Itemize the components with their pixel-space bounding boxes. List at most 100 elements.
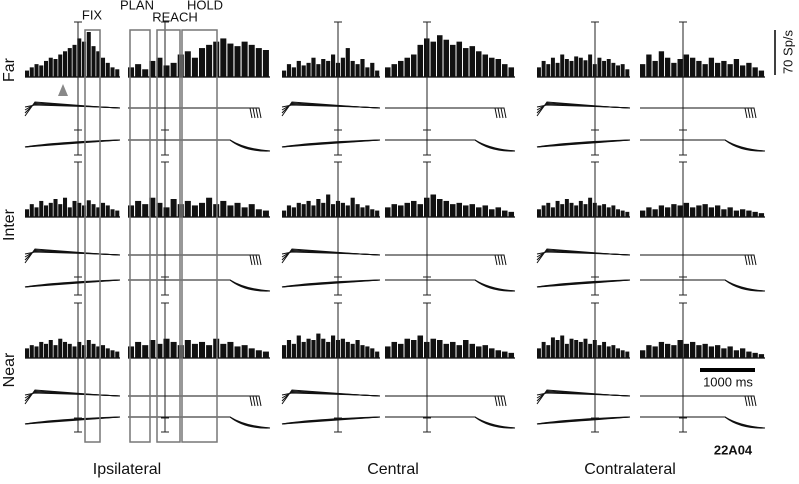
hist-bar bbox=[306, 338, 311, 358]
hist-bar bbox=[702, 64, 708, 77]
hist-bar bbox=[721, 60, 727, 77]
hist-bar bbox=[721, 209, 727, 217]
hist-bar bbox=[34, 64, 39, 77]
hist-bar bbox=[508, 352, 515, 358]
hist-bar bbox=[63, 197, 68, 217]
hist-bar bbox=[658, 341, 665, 358]
hist-bar bbox=[696, 345, 702, 358]
hist-bar bbox=[149, 197, 156, 217]
trajectory bbox=[536, 279, 631, 288]
hist-bar bbox=[564, 343, 569, 358]
hist-bar bbox=[135, 341, 142, 358]
hist-bar bbox=[665, 207, 671, 217]
hist-bar bbox=[326, 60, 331, 77]
epoch-box bbox=[129, 29, 151, 443]
hist-bar bbox=[91, 204, 96, 217]
hist-bar bbox=[58, 54, 63, 77]
hist-bar bbox=[391, 341, 398, 358]
hist-bar bbox=[142, 69, 149, 77]
hist-bar bbox=[311, 205, 316, 217]
hist-bar bbox=[350, 197, 355, 217]
hist-bar bbox=[58, 204, 63, 217]
hist-bar bbox=[355, 64, 360, 77]
hist-bar bbox=[671, 204, 677, 217]
hist-bar bbox=[67, 343, 72, 358]
hist-bar bbox=[220, 38, 227, 77]
trajectory bbox=[128, 254, 262, 266]
hist-bar bbox=[170, 341, 177, 358]
hist-bar bbox=[199, 48, 206, 77]
hist-bar bbox=[443, 39, 450, 77]
hist-bar bbox=[404, 57, 411, 77]
hist-bar bbox=[665, 343, 671, 358]
hist-bar bbox=[758, 213, 765, 217]
hist-bar bbox=[456, 345, 463, 358]
hist-bar bbox=[508, 211, 515, 217]
hist-bar bbox=[191, 57, 198, 77]
hist-bar bbox=[482, 54, 489, 77]
hist-bar bbox=[398, 343, 404, 358]
trajectory bbox=[640, 416, 766, 429]
hist-bar bbox=[25, 348, 30, 358]
hist-bar bbox=[331, 204, 336, 217]
hist-bar bbox=[752, 211, 758, 217]
hist-bar bbox=[34, 346, 39, 358]
hist-bar bbox=[758, 70, 765, 77]
hist-bar bbox=[476, 51, 482, 77]
hist-bar bbox=[149, 60, 156, 77]
hist-bar bbox=[583, 338, 588, 358]
hist-bar bbox=[665, 57, 671, 77]
hist-bar bbox=[184, 200, 191, 217]
hist-bar bbox=[437, 199, 443, 217]
hist-bar bbox=[296, 202, 301, 217]
hist-bar bbox=[546, 64, 551, 77]
hist-bar bbox=[625, 69, 630, 77]
hist-bar bbox=[385, 346, 391, 358]
hist-bar bbox=[96, 51, 101, 77]
hist-bar bbox=[502, 210, 508, 217]
hist-bar bbox=[696, 205, 702, 217]
hist-bar bbox=[331, 54, 336, 77]
hist-bar bbox=[301, 65, 306, 77]
hist-bar bbox=[360, 345, 365, 358]
hist-bar bbox=[683, 54, 690, 77]
hist-bar bbox=[115, 351, 120, 358]
hist-bar bbox=[489, 209, 495, 217]
hist-bar bbox=[142, 345, 149, 358]
hist-bar bbox=[450, 204, 456, 217]
hist-bar bbox=[115, 210, 120, 217]
hist-bar bbox=[25, 70, 30, 77]
hist-bar bbox=[391, 64, 398, 77]
hist-bar bbox=[72, 44, 77, 77]
hist-bar bbox=[597, 205, 602, 217]
trajectory bbox=[128, 139, 271, 152]
hist-bar bbox=[110, 209, 115, 217]
hist-bar bbox=[733, 350, 740, 358]
column-label: Ipsilateral bbox=[93, 461, 161, 478]
hist-bar bbox=[340, 202, 345, 217]
hist-bar bbox=[727, 64, 733, 77]
hist-bar bbox=[696, 60, 702, 77]
hist-bar bbox=[715, 205, 721, 217]
hist-bar bbox=[541, 60, 546, 77]
hist-bar bbox=[646, 54, 652, 77]
hist-bar bbox=[220, 343, 227, 358]
hist-bar bbox=[611, 62, 616, 77]
trajectory bbox=[385, 139, 516, 152]
hist-bar bbox=[715, 62, 721, 77]
hist-bar bbox=[360, 59, 365, 77]
row-label: Near bbox=[1, 352, 18, 387]
hist-bar bbox=[170, 199, 177, 217]
trajectory bbox=[640, 139, 766, 152]
hist-bar bbox=[370, 209, 375, 217]
row-label: Inter bbox=[1, 208, 18, 241]
hist-bar bbox=[550, 57, 555, 77]
trajectory bbox=[24, 139, 121, 148]
hist-bar bbox=[340, 57, 345, 77]
hist-bar bbox=[105, 348, 110, 358]
trajectory bbox=[281, 279, 381, 288]
hist-bar bbox=[48, 57, 53, 77]
hist-bar bbox=[740, 65, 746, 77]
hist-bar bbox=[398, 205, 404, 217]
